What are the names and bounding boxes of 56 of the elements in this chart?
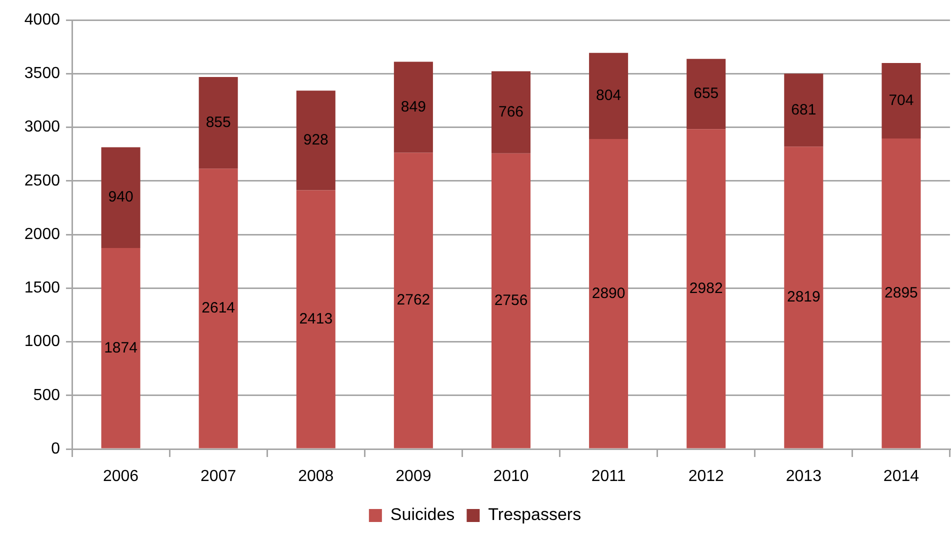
x-tick-label: 2007: [200, 468, 236, 486]
bar: [101, 147, 140, 248]
legend-label: Trespassers: [488, 505, 582, 524]
y-tick-label: 4000: [24, 11, 60, 28]
bar: [198, 76, 238, 169]
y-tick-label: 1000: [24, 333, 60, 350]
y-tick-label: 500: [33, 386, 60, 404]
y-tick-label: 1500: [24, 280, 60, 297]
bar: [589, 139, 628, 448]
bar: [491, 71, 531, 154]
data-label: 2614: [202, 300, 236, 317]
x-tick-label: 2014: [883, 468, 920, 486]
x-tick-label: 2006: [102, 468, 139, 486]
x-tick-label: 2008: [298, 468, 334, 486]
x-tick-label: 2011: [591, 468, 626, 486]
data-label: 940: [108, 188, 134, 206]
y-tick-label: 3500: [24, 65, 60, 82]
data-label: 2895: [884, 284, 918, 302]
x-tick-label: 2012: [688, 468, 724, 486]
data-label: 2762: [396, 292, 430, 309]
data-label: 849: [400, 98, 426, 116]
data-label: 1874: [104, 339, 138, 356]
bar: [198, 168, 238, 448]
data-label: 2413: [299, 310, 333, 328]
bar: [686, 129, 726, 448]
data-label: 2890: [592, 284, 626, 302]
y-tick-label: 2500: [24, 172, 60, 190]
data-label: 804: [596, 87, 622, 104]
y-tick-label: 3000: [24, 118, 60, 136]
bar: [296, 190, 336, 448]
data-label: 766: [498, 103, 524, 120]
data-label: 655: [694, 85, 719, 102]
data-label: 855: [206, 114, 231, 131]
y-tick-label: 0: [51, 440, 60, 458]
data-label: 681: [791, 101, 816, 118]
data-label: 2756: [494, 292, 528, 309]
bar: [101, 248, 140, 448]
bar: [882, 63, 921, 139]
y-tick-label: 2000: [24, 226, 60, 243]
x-tick-label: 2013: [786, 468, 822, 486]
data-label: 704: [888, 92, 914, 109]
legend-label: Suicides: [390, 505, 455, 524]
data-label: 2982: [689, 280, 723, 297]
x-tick-label: 2010: [493, 468, 529, 486]
bar: [394, 152, 433, 448]
data-label: 928: [303, 132, 328, 149]
bar: [296, 90, 336, 190]
bar: [394, 62, 433, 153]
bar: [784, 74, 824, 147]
bar: [589, 52, 628, 140]
bar: [686, 58, 726, 130]
bar: [784, 146, 824, 448]
data-label: 2819: [786, 288, 820, 306]
x-tick-label: 2009: [396, 468, 432, 486]
bar: [882, 138, 921, 448]
bar: [491, 153, 531, 448]
